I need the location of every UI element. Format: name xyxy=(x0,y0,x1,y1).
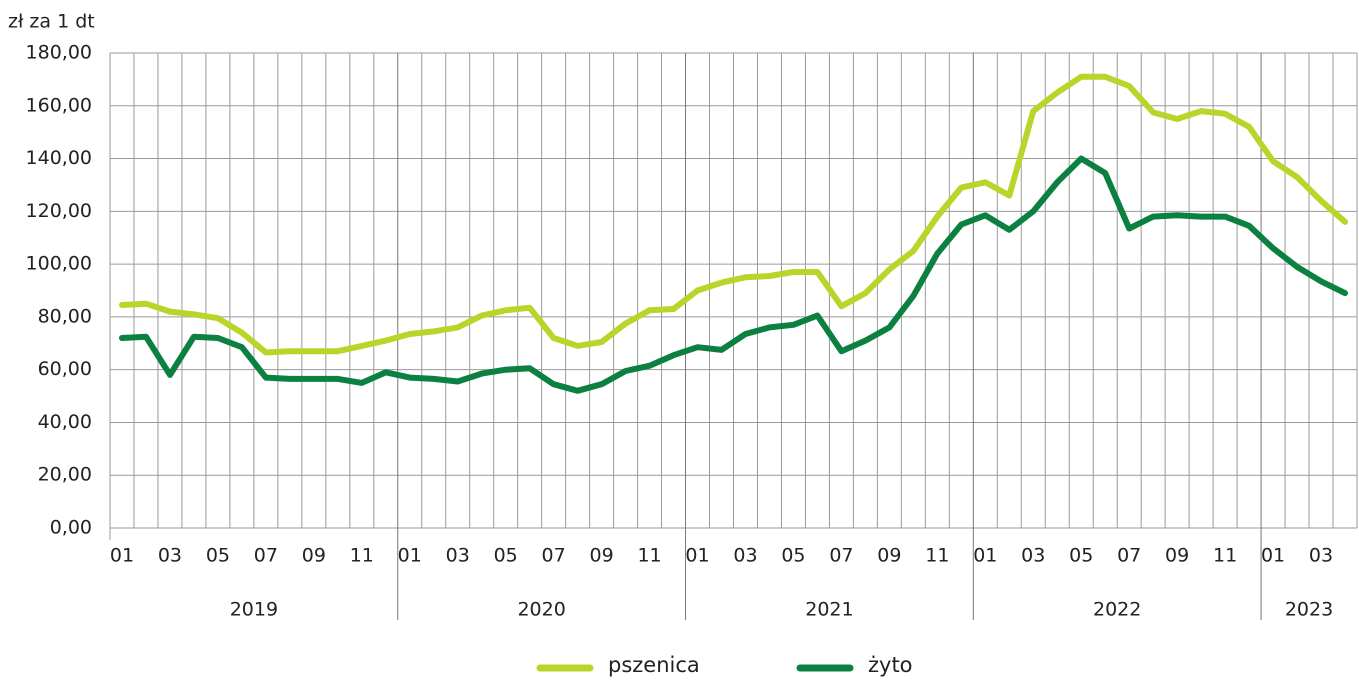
x-tick-label: 05 xyxy=(494,545,518,567)
y-tick-label: 80,00 xyxy=(38,305,92,327)
legend-label: pszenica xyxy=(608,653,700,677)
y-axis-label: zł za 1 dt xyxy=(8,11,95,33)
x-tick-label: 11 xyxy=(350,545,374,567)
x-tick-label: 07 xyxy=(542,545,566,567)
series-line xyxy=(119,155,1348,394)
x-tick-label: 11 xyxy=(637,545,661,567)
legend-label: żyto xyxy=(868,653,913,677)
y-tick-label: 40,00 xyxy=(38,411,92,433)
year-label: 2020 xyxy=(517,599,565,621)
y-tick-label: 140,00 xyxy=(26,147,92,169)
x-tick-label: 11 xyxy=(925,545,949,567)
y-tick-label: 20,00 xyxy=(38,464,92,486)
year-label: 2021 xyxy=(805,599,853,621)
x-tick-label: 05 xyxy=(781,545,805,567)
y-tick-label: 120,00 xyxy=(26,200,92,222)
x-tick-label: 05 xyxy=(206,545,230,567)
y-tick-label: 160,00 xyxy=(26,94,92,116)
year-label: 2019 xyxy=(230,599,278,621)
x-tick-label: 01 xyxy=(110,545,134,567)
x-tick-label: 07 xyxy=(254,545,278,567)
x-tick-label: 03 xyxy=(1021,545,1045,567)
x-tick-label: 05 xyxy=(1069,545,1093,567)
x-tick-label: 03 xyxy=(733,545,757,567)
y-tick-label: 100,00 xyxy=(26,253,92,275)
x-tick-label: 09 xyxy=(302,545,326,567)
y-tick-label: 60,00 xyxy=(38,358,92,380)
x-tick-label: 03 xyxy=(1309,545,1333,567)
x-tick-label: 01 xyxy=(398,545,422,567)
x-tick-label: 07 xyxy=(1117,545,1141,567)
x-tick-label: 09 xyxy=(877,545,901,567)
series-line xyxy=(119,73,1348,356)
y-tick-label: 0,00 xyxy=(50,517,92,539)
x-tick-label: 01 xyxy=(973,545,997,567)
x-tick-label: 07 xyxy=(829,545,853,567)
y-tick-label: 180,00 xyxy=(26,42,92,64)
x-tick-label: 03 xyxy=(446,545,470,567)
x-tick-label: 03 xyxy=(158,545,182,567)
x-tick-label: 01 xyxy=(1261,545,1285,567)
year-label: 2023 xyxy=(1285,599,1333,621)
x-tick-label: 11 xyxy=(1213,545,1237,567)
year-label: 2022 xyxy=(1093,599,1141,621)
x-tick-label: 09 xyxy=(1165,545,1189,567)
x-tick-label: 09 xyxy=(590,545,614,567)
x-tick-label: 01 xyxy=(685,545,709,567)
